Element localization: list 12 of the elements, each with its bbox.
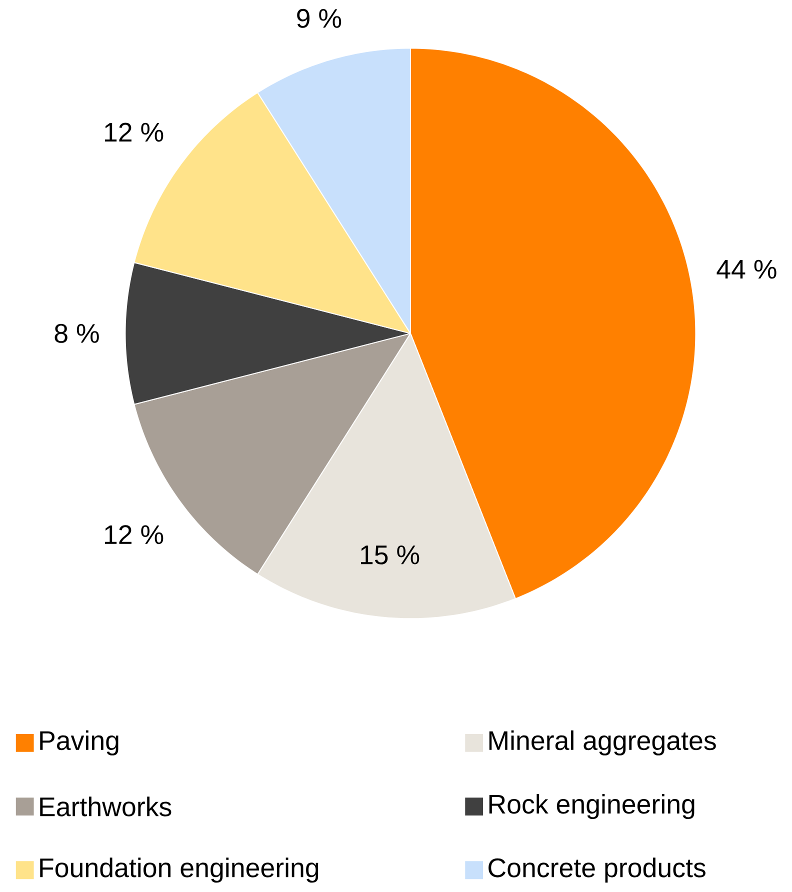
legend-label: Rock engineering	[489, 794, 694, 820]
legend-label: Concrete products	[488, 858, 706, 883]
legend-label: Foundation engineering	[40, 858, 318, 883]
data-label: 44 %	[716, 260, 776, 279]
legend-label: Mineral aggregates	[489, 730, 716, 756]
legend-label: Earthworks	[40, 796, 172, 816]
data-label: 12 %	[104, 525, 164, 544]
data-label: 12 %	[104, 122, 164, 142]
data-label: 15 %	[360, 545, 420, 564]
legend-label: Paving	[40, 730, 118, 756]
data-label: 8 %	[54, 324, 99, 343]
data-label: 9 %	[297, 8, 342, 28]
